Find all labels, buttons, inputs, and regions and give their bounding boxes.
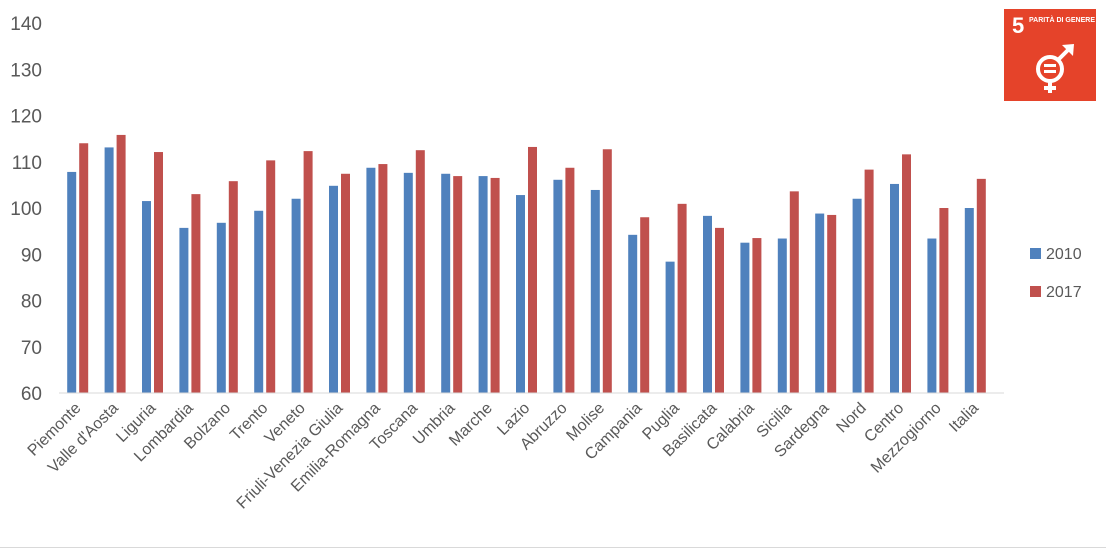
bar-2010-lombardia [179,227,189,393]
bar-2010-toscana [403,172,413,393]
legend-swatch-2010 [1030,248,1041,259]
legend-swatch-2017 [1030,286,1041,297]
bar-2010-italia [964,208,974,393]
bar-2017-bolzano [228,181,238,393]
y-tick-label: 120 [10,107,42,128]
bar-2017-campania [640,217,650,393]
bar-2010-molise [590,189,600,393]
bar-2017-friuli-venezia-giulia [341,173,350,393]
badge-number: 5 [1012,13,1025,38]
bar-2017-mezzogiorno [939,208,949,393]
bar-2017-emilia-romagna [378,164,388,393]
bar-2010-friuli-venezia-giulia [329,185,338,393]
bar-2017-nord [864,169,874,393]
bar-2017-sicilia [789,191,799,393]
bar-2010-umbria [441,173,451,393]
bar-2017-trento [266,160,276,393]
bar-2010-sicilia [777,238,787,393]
bar-2017-calabria [752,238,762,393]
badge-text: PARITÀ DI GENERE [1029,17,1095,24]
bar-2010-campania [628,234,638,393]
bar-2010-piemonte [67,171,77,393]
bar-2017-abruzzo [565,167,575,393]
bar-2017-toscana [415,150,425,393]
bar-2010-valle-d-aosta [104,147,114,393]
bar-2010-marche [478,176,488,393]
bar-2010-nord [852,198,862,393]
bar-2010-basilicata [703,215,712,393]
y-tick-label: 70 [21,338,42,359]
bar-2017-molise [602,149,612,393]
legend-label: 2017 [1046,284,1082,301]
bar-2010-calabria [740,242,750,393]
bar-2017-sardegna [827,214,837,393]
bar-2010-liguria [142,201,151,393]
bar-2010-sardegna [815,213,825,393]
bar-2017-basilicata [715,227,724,393]
x-tick-label: Italia [946,400,982,436]
gender-equality-icon [1036,44,1074,93]
bar-2017-marche [490,177,500,393]
y-tick-label: 130 [10,60,42,81]
bar-2017-veneto [303,151,313,393]
bar-2017-lazio [528,146,537,393]
bar-2017-piemonte [79,143,89,393]
bar-2010-emilia-romagna [366,167,376,393]
y-tick-label: 100 [10,199,42,220]
bar-2010-abruzzo [553,179,563,393]
bar-2017-centro [902,154,911,393]
bar-2017-puglia [677,203,687,393]
y-tick-label: 90 [21,245,42,266]
y-tick-label: 110 [12,153,42,174]
bar-2010-trento [254,210,264,393]
bar-2017-liguria [154,152,163,393]
bar-2010-lazio [516,195,525,393]
bar-2010-bolzano [216,222,226,393]
sdg-5-badge: 5 PARITÀ DI GENERE [1004,9,1096,101]
bar-2017-umbria [453,176,463,393]
bar-2010-centro [890,183,899,393]
bar-2017-italia [976,178,986,393]
y-tick-label: 140 [10,14,42,35]
bar-2010-veneto [291,198,301,393]
bar-2017-lombardia [191,194,201,393]
bar-2017-valle-d-aosta [116,134,126,394]
bar-2010-mezzogiorno [927,238,937,393]
y-tick-label: 60 [21,384,42,405]
bar-2010-puglia [665,261,675,393]
y-tick-label: 80 [21,292,42,313]
legend-label: 2010 [1046,246,1082,263]
